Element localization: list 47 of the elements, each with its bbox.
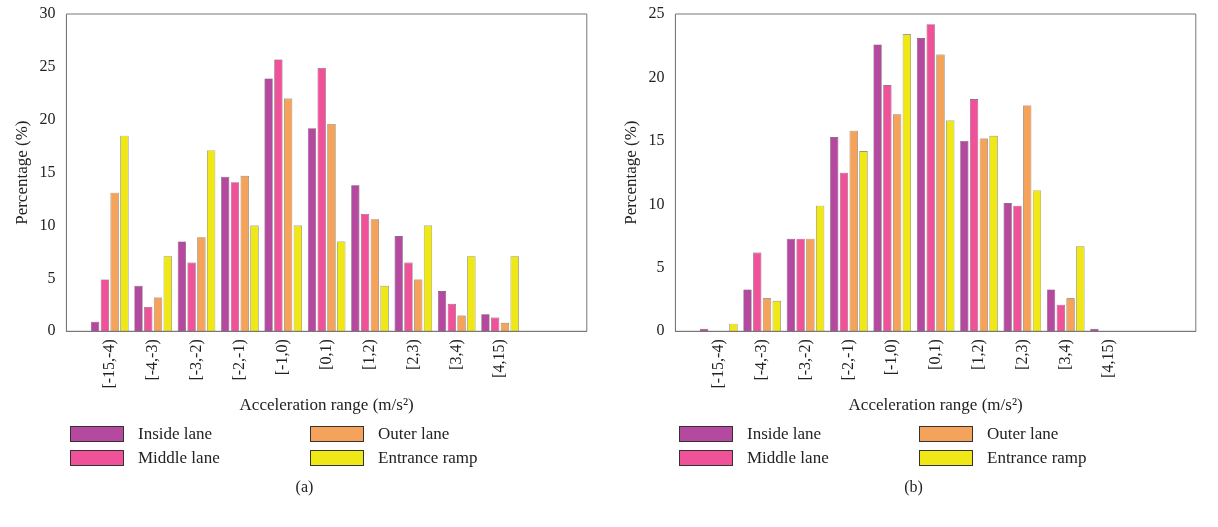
x-tick-label: [-1,0) bbox=[882, 339, 901, 376]
x-tick-label: [-15,-4) bbox=[99, 339, 118, 389]
x-tick-label: [-2,-1) bbox=[839, 339, 858, 381]
text: (a) bbox=[294, 478, 315, 496]
legend-label: Middle lane bbox=[747, 448, 829, 468]
y-tick-label: 30 bbox=[39, 4, 56, 22]
y-tick-label: 20 bbox=[648, 67, 665, 85]
y-tick-label: 10 bbox=[39, 215, 56, 233]
x-tick-label: [-4,-3) bbox=[143, 339, 162, 381]
y-tick-label: 0 bbox=[47, 321, 56, 339]
legend-label: Outer lane bbox=[987, 424, 1059, 444]
x-tick-label: [-15,-4) bbox=[708, 339, 727, 389]
x-tick-label: [1,2) bbox=[969, 339, 988, 370]
legend-label: Entrance ramp bbox=[987, 448, 1087, 468]
y-tick-label: 20 bbox=[39, 109, 56, 127]
y-tick-label: 15 bbox=[648, 131, 665, 149]
y-tick-label: 5 bbox=[47, 268, 56, 286]
x-tick-label: [-3,-2) bbox=[795, 339, 814, 381]
x-tick-label: [0,1) bbox=[925, 339, 944, 370]
x-tick-label: [-2,-1) bbox=[230, 339, 249, 381]
legend-label: Inside lane bbox=[747, 424, 822, 444]
x-tick-label: [4,15) bbox=[490, 339, 509, 378]
legend-label: Entrance ramp bbox=[378, 448, 478, 468]
x-tick-label: [3,4) bbox=[1055, 339, 1074, 370]
text: (b) bbox=[903, 478, 924, 496]
x-tick-label: [2,3) bbox=[403, 339, 422, 370]
x-tick-label: [3,4) bbox=[446, 339, 465, 370]
y-tick-label: 25 bbox=[648, 4, 665, 22]
y-axis-title: Percentage (%) bbox=[620, 120, 640, 225]
x-tick-label: [1,2) bbox=[360, 339, 379, 370]
x-tick-label: [0,1) bbox=[316, 339, 335, 370]
x-axis-title: Acceleration range (m/s²) bbox=[848, 395, 1023, 415]
x-tick-label: [2,3) bbox=[1012, 339, 1031, 370]
y-tick-label: 10 bbox=[648, 194, 665, 212]
y-tick-label: 25 bbox=[39, 57, 56, 75]
y-axis-title: Percentage (%) bbox=[11, 120, 31, 225]
x-tick-label: [4,15) bbox=[1099, 339, 1118, 378]
legend-label: Outer lane bbox=[378, 424, 450, 444]
y-tick-label: 15 bbox=[39, 162, 56, 180]
legend-label: Inside lane bbox=[138, 424, 213, 444]
y-tick-label: 5 bbox=[656, 258, 665, 276]
x-tick-label: [-1,0) bbox=[273, 339, 292, 376]
legend-label: Middle lane bbox=[138, 448, 220, 468]
x-tick-label: [-4,-3) bbox=[752, 339, 771, 381]
x-axis-title: Acceleration range (m/s²) bbox=[239, 395, 414, 415]
x-tick-label: [-3,-2) bbox=[186, 339, 205, 381]
y-tick-label: 0 bbox=[656, 321, 665, 339]
